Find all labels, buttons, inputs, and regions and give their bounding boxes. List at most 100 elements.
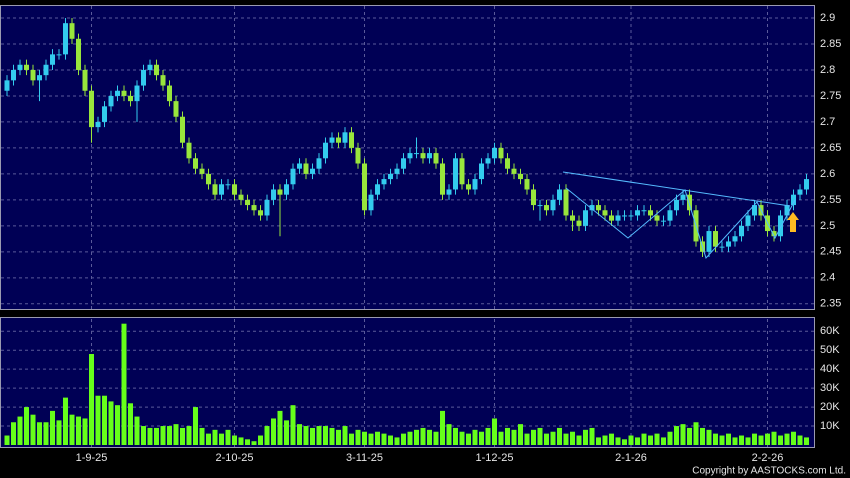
candle-body <box>199 168 205 174</box>
y-tick-label: 2.75 <box>820 90 841 102</box>
volume-bar <box>30 414 36 445</box>
candle-body <box>193 158 198 169</box>
volume-bar <box>375 431 380 445</box>
volume-bar <box>687 427 692 445</box>
volume-bar <box>43 422 49 445</box>
candle-body <box>277 189 283 195</box>
candle-body <box>589 205 595 211</box>
volume-bar <box>394 437 400 445</box>
volume-bar <box>342 426 348 445</box>
candle-body <box>37 75 42 81</box>
candle-body <box>622 215 627 217</box>
candle-body <box>225 184 231 186</box>
candle-body <box>238 194 244 200</box>
volume-bar <box>17 416 23 445</box>
candle-body <box>771 231 777 237</box>
volume-bar <box>609 433 614 445</box>
candle-body <box>251 205 257 211</box>
volume-bar <box>420 427 426 445</box>
volume-bar <box>414 429 419 445</box>
x-tick-label: 3-11-25 <box>346 452 383 464</box>
candle-body <box>134 85 140 102</box>
volume-bar <box>310 427 315 445</box>
candle-body <box>303 163 309 174</box>
candle-body <box>375 184 380 195</box>
volume-bar <box>141 426 146 445</box>
volume-bar <box>160 426 166 445</box>
trend-line <box>562 171 791 207</box>
volume-bar <box>641 433 647 445</box>
candle-body <box>310 168 315 174</box>
candle-body <box>115 90 120 96</box>
volume-bar <box>186 426 192 445</box>
volume-bar <box>56 420 62 445</box>
y-tick-label: 2.85 <box>820 38 841 50</box>
candle-body <box>43 64 49 76</box>
y-tick-label: 2.35 <box>820 298 841 310</box>
volume-bar <box>199 427 205 445</box>
candle-body <box>706 231 712 252</box>
signal-arrow <box>787 212 799 232</box>
candle-body <box>745 215 751 226</box>
volume-bar <box>557 427 562 445</box>
volume-bar <box>108 401 114 445</box>
candle-body <box>342 132 348 143</box>
volume-bar <box>693 422 699 445</box>
volume-bar <box>11 422 16 445</box>
y-tick-label: 2.4 <box>820 272 835 284</box>
candle-body <box>407 153 413 159</box>
candle-body <box>609 215 614 221</box>
candle-body <box>232 184 237 195</box>
volume-bar <box>791 431 796 445</box>
volume-bar <box>258 435 263 445</box>
volume-bar <box>381 433 387 445</box>
candle-body <box>797 189 803 195</box>
candle-body <box>167 85 172 102</box>
candle-body <box>30 69 36 81</box>
candle-body <box>219 184 224 195</box>
candle-body <box>388 173 393 180</box>
candle-body <box>290 168 296 185</box>
volume-bar <box>362 431 367 445</box>
candle-body <box>784 205 790 216</box>
candle-body <box>472 179 478 190</box>
y-tick-label: 2.65 <box>820 142 841 154</box>
volume-bar <box>134 416 140 445</box>
volume-bar <box>537 427 543 445</box>
candle-body <box>563 189 569 216</box>
candle-body <box>440 163 445 195</box>
volume-bar <box>758 435 764 445</box>
candle-body <box>648 210 653 216</box>
candle-body <box>95 121 101 128</box>
candle-body <box>667 210 673 221</box>
volume-bar <box>745 437 751 445</box>
pattern-lines <box>562 171 796 259</box>
x-tick-label: 1-9-25 <box>76 452 108 464</box>
x-tick-label: 1-12-25 <box>476 452 514 464</box>
candle-body <box>498 147 504 159</box>
volume-bar <box>238 437 244 445</box>
candle-body <box>271 189 276 200</box>
candle-body <box>550 199 556 211</box>
volume-bar <box>368 433 374 445</box>
candle-body <box>11 69 16 81</box>
volume-bar <box>212 429 218 445</box>
y-tick-label: 10K <box>820 420 840 432</box>
candle-body <box>628 215 634 217</box>
volume-bar <box>355 429 361 445</box>
x-tick-label: 2-1-26 <box>615 452 647 464</box>
candle-body <box>654 215 660 221</box>
volume-bar <box>82 418 88 445</box>
volume-bar <box>388 435 393 445</box>
candle-body <box>719 246 725 248</box>
candle-body <box>401 158 406 169</box>
candle-body <box>505 158 510 169</box>
volume-bar <box>628 435 634 445</box>
candle-body <box>82 69 88 91</box>
volume-bar <box>336 429 341 445</box>
volume-bar <box>784 433 790 445</box>
marks: 2.35 2.4 2.45 2.5 2.55 2.6 2.65 2.7 2.75 2.8 2.85 2… <box>1 6 841 464</box>
volume-bar <box>446 424 452 445</box>
volume-bar <box>511 429 517 445</box>
candle-body <box>186 142 192 159</box>
